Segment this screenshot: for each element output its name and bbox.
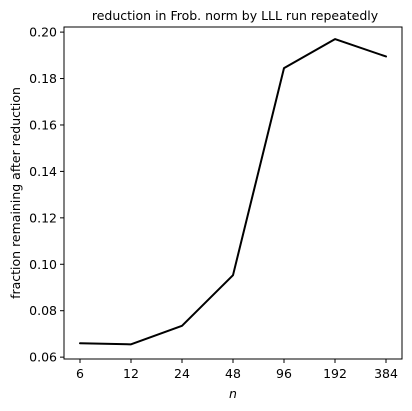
y-axis: 0.06 0.08 0.10 0.12 0.14 0.16 0.18 0.20 xyxy=(29,25,64,365)
x-tick-label: 24 xyxy=(174,366,190,381)
x-tick-label: 6 xyxy=(76,366,84,381)
series-line-0 xyxy=(79,38,387,346)
y-tick-label: 0.20 xyxy=(29,25,57,40)
y-tick-label: 0.06 xyxy=(29,350,57,365)
y-tick-label: 0.12 xyxy=(29,210,57,225)
chart-title: reduction in Frob. norm by LLL run repea… xyxy=(92,8,379,23)
x-tick-label: 48 xyxy=(225,366,241,381)
y-axis-title: fraction remaining after reduction xyxy=(8,87,23,299)
series-layer xyxy=(79,38,387,346)
y-tick-label: 0.18 xyxy=(29,71,57,86)
y-tick-label: 0.08 xyxy=(29,303,57,318)
x-axis-title: n xyxy=(229,386,237,401)
x-tick-label: 96 xyxy=(276,366,292,381)
x-tick-label: 192 xyxy=(323,366,347,381)
y-tick-label: 0.10 xyxy=(29,257,57,272)
y-tick-label: 0.16 xyxy=(29,117,57,132)
x-tick-label: 384 xyxy=(374,366,398,381)
y-tick-label: 0.14 xyxy=(29,164,57,179)
x-tick-label: 12 xyxy=(123,366,139,381)
x-axis: 6 12 24 48 96 192 384 xyxy=(76,359,398,381)
plot-area xyxy=(63,26,403,360)
